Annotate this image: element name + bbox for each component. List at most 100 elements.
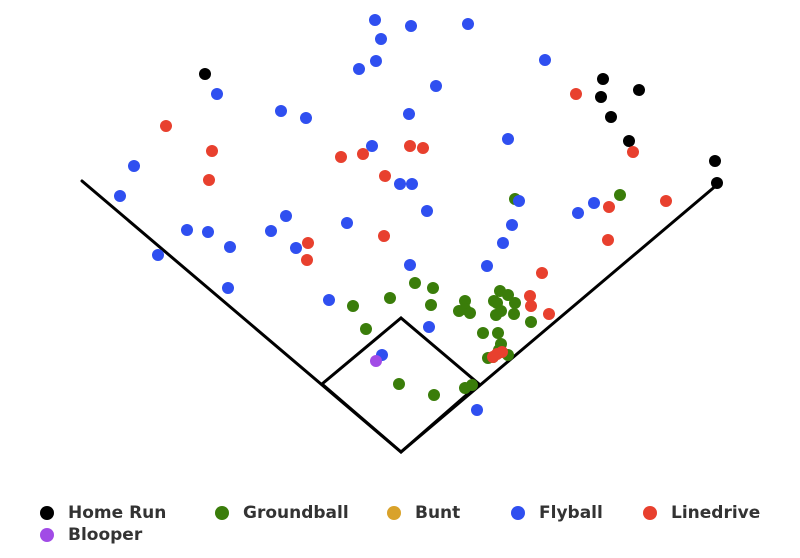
legend-row-1: Home Run Groundball Bunt Flyball Linedri… xyxy=(40,502,780,524)
flyball-point xyxy=(300,112,312,124)
groundball-point xyxy=(384,292,396,304)
groundball-point xyxy=(360,323,372,335)
groundball-point xyxy=(495,305,507,317)
linedrive-point xyxy=(627,146,639,158)
linedrive-marker xyxy=(643,506,657,520)
legend-label-groundball: Groundball xyxy=(243,503,349,523)
linedrive-point xyxy=(378,230,390,242)
flyball-point xyxy=(152,249,164,261)
flyball-point xyxy=(366,140,378,152)
linedrive-point xyxy=(302,237,314,249)
legend-item-flyball: Flyball xyxy=(511,503,643,523)
flyball-point xyxy=(403,108,415,120)
flyball-point xyxy=(394,178,406,190)
home-run-point xyxy=(199,68,211,80)
bunt-marker xyxy=(387,506,401,520)
linedrive-point xyxy=(335,151,347,163)
home-run-marker xyxy=(40,506,54,520)
home-run-point xyxy=(597,73,609,85)
flyball-point xyxy=(280,210,292,222)
linedrive-point xyxy=(602,234,614,246)
groundball-point xyxy=(509,297,521,309)
flyball-point xyxy=(323,294,335,306)
legend-item-blooper: Blooper xyxy=(40,525,142,545)
legend-row-2: Blooper xyxy=(40,524,780,546)
flyball-point xyxy=(224,241,236,253)
batted-ball-points xyxy=(114,14,723,416)
groundball-point xyxy=(614,189,626,201)
home-run-point xyxy=(709,155,721,167)
legend-item-groundball: Groundball xyxy=(215,503,387,523)
groundball-point xyxy=(508,308,520,320)
linedrive-point xyxy=(525,300,537,312)
groundball-point xyxy=(525,316,537,328)
legend-item-home-run: Home Run xyxy=(40,503,215,523)
flyball-point xyxy=(290,242,302,254)
flyball-point xyxy=(128,160,140,172)
flyball-point xyxy=(405,20,417,32)
flyball-point xyxy=(404,259,416,271)
groundball-point xyxy=(427,282,439,294)
groundball-point xyxy=(464,307,476,319)
groundball-point xyxy=(492,327,504,339)
linedrive-point xyxy=(603,201,615,213)
blooper-marker xyxy=(40,528,54,542)
flyball-point xyxy=(462,18,474,30)
home-run-point xyxy=(623,135,635,147)
flyball-point xyxy=(353,63,365,75)
legend-label-blooper: Blooper xyxy=(68,525,143,545)
flyball-point xyxy=(375,33,387,45)
groundball-point xyxy=(477,327,489,339)
flyball-point xyxy=(423,321,435,333)
home-run-point xyxy=(711,177,723,189)
groundball-point xyxy=(428,389,440,401)
flyball-point xyxy=(588,197,600,209)
flyball-point xyxy=(481,260,493,272)
blooper-point xyxy=(370,355,382,367)
legend-item-linedrive: Linedrive xyxy=(643,503,760,523)
flyball-point xyxy=(502,133,514,145)
infield-diamond xyxy=(319,316,482,454)
linedrive-point xyxy=(536,267,548,279)
flyball-point xyxy=(513,195,525,207)
groundball-marker xyxy=(215,506,229,520)
flyball-marker xyxy=(511,506,525,520)
linedrive-point xyxy=(487,351,499,363)
groundball-point xyxy=(425,299,437,311)
flyball-point xyxy=(506,219,518,231)
linedrive-point xyxy=(160,120,172,132)
home-run-point xyxy=(633,84,645,96)
flyball-point xyxy=(406,178,418,190)
flyball-point xyxy=(369,14,381,26)
groundball-point xyxy=(409,277,421,289)
legend-item-bunt: Bunt xyxy=(387,503,511,523)
home-run-point xyxy=(605,111,617,123)
linedrive-point xyxy=(357,148,369,160)
groundball-point xyxy=(502,289,514,301)
flyball-point xyxy=(539,54,551,66)
legend-label-flyball: Flyball xyxy=(539,503,603,523)
linedrive-point xyxy=(524,290,536,302)
flyball-point xyxy=(275,105,287,117)
linedrive-point xyxy=(206,145,218,157)
linedrive-point xyxy=(660,195,672,207)
flyball-point xyxy=(222,282,234,294)
flyball-point xyxy=(265,225,277,237)
flyball-point xyxy=(114,190,126,202)
flyball-point xyxy=(430,80,442,92)
linedrive-point xyxy=(301,254,313,266)
flyball-point xyxy=(572,207,584,219)
linedrive-point xyxy=(404,140,416,152)
flyball-point xyxy=(421,205,433,217)
linedrive-point xyxy=(417,142,429,154)
flyball-point xyxy=(471,404,483,416)
flyball-point xyxy=(341,217,353,229)
field-lines xyxy=(80,179,720,454)
flyball-point xyxy=(497,237,509,249)
linedrive-point xyxy=(543,308,555,320)
groundball-point xyxy=(393,378,405,390)
legend-label-linedrive: Linedrive xyxy=(671,503,761,523)
spray-chart xyxy=(80,14,723,454)
linedrive-point xyxy=(570,88,582,100)
legend: Home Run Groundball Bunt Flyball Linedri… xyxy=(40,502,780,546)
